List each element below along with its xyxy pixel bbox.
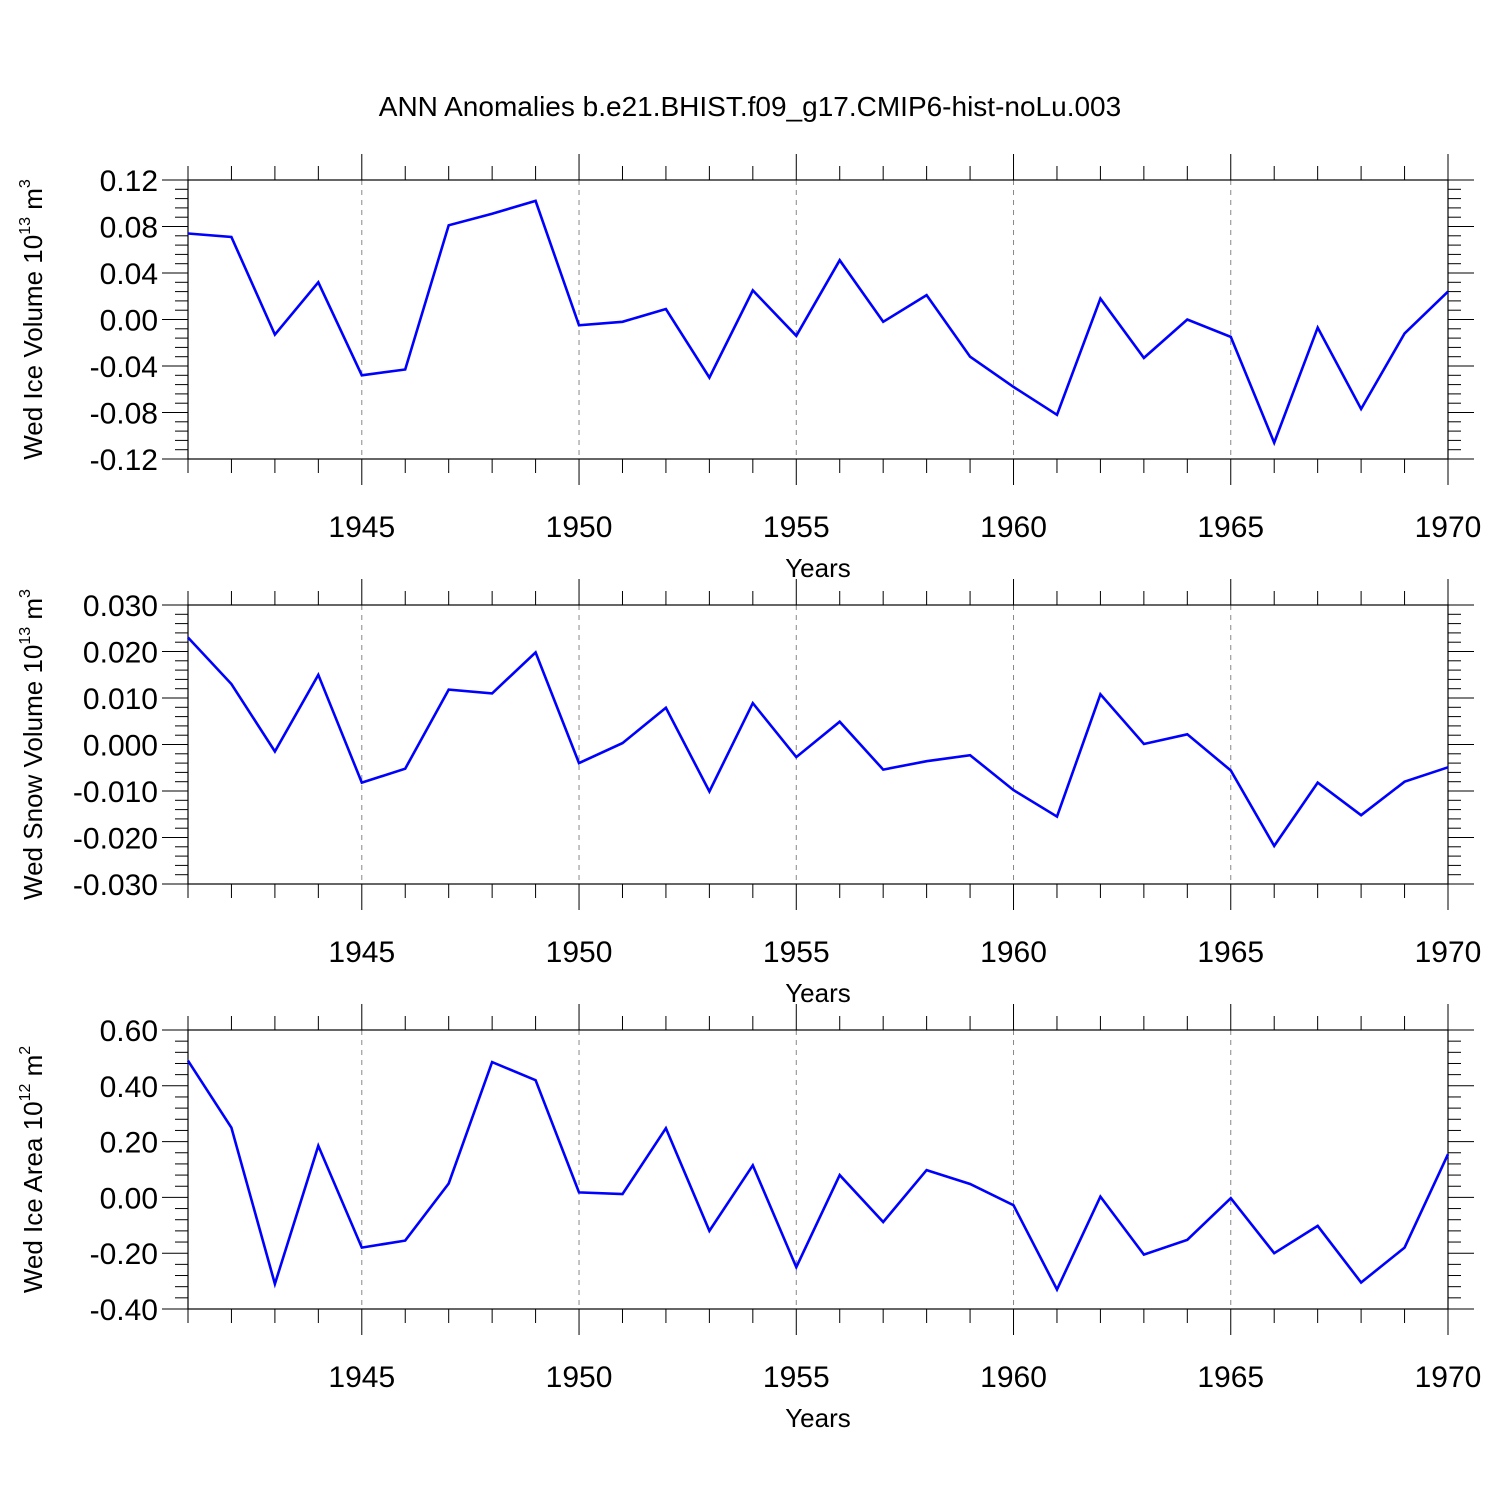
plot-frame (187, 604, 1449, 885)
x-tick-label: 1955 (763, 936, 830, 969)
y-tick-label: 0.020 (83, 637, 158, 670)
series-line (186, 1059, 1450, 1293)
y-tick-label: -0.12 (90, 444, 158, 477)
y-tick-label: -0.20 (90, 1238, 158, 1271)
y-tick-label: -0.40 (90, 1294, 158, 1327)
x-tick-label: 1970 (1415, 1361, 1482, 1394)
y-tick-label: -0.010 (73, 776, 158, 809)
x-tick-label: 1965 (1197, 511, 1264, 544)
panels-group: 0.12 0.08 0.04 0.00 -0.04 -0.08 -0.12 1945 1950 1… (17, 154, 1481, 1433)
x-tick-label: 1960 (980, 936, 1047, 969)
x-tick-label: 1955 (763, 511, 830, 544)
x-tick-label: 1965 (1197, 936, 1264, 969)
y-axis-label: Wed Snow Volume 1013 m3 (17, 589, 48, 900)
chart-panel-1: 0.12 0.08 0.04 0.00 -0.04 -0.08 -0.12 1945 1950 1… (17, 154, 1481, 583)
y-tick-label: 0.20 (100, 1127, 158, 1160)
x-tick-label: 1970 (1415, 511, 1482, 544)
y-axis-label-part: m (18, 598, 48, 627)
x-tick-label: 1945 (328, 511, 395, 544)
y-tick-label: 0.08 (100, 212, 158, 245)
y-tick-label: 0.030 (83, 590, 158, 623)
x-tick-label: 1950 (546, 1361, 613, 1394)
y-tick-label: -0.04 (90, 351, 158, 384)
y-tick-label: 0.010 (83, 683, 158, 716)
x-tick-label: 1960 (980, 511, 1047, 544)
y-axis-label-superscript: 13 (17, 217, 34, 235)
x-axis-label: Years (785, 553, 851, 583)
y-tick-label: 0.40 (100, 1071, 158, 1104)
x-tick-label: 1945 (328, 1361, 395, 1394)
y-tick-label: 0.60 (100, 1015, 158, 1048)
y-tick-label: 0.04 (100, 258, 158, 291)
y-axis-label-part: m (18, 1055, 48, 1084)
y-axis-label: Wed Ice Area 1012 m2 (17, 1046, 48, 1293)
x-tick-label: 1965 (1197, 1361, 1264, 1394)
y-axis-label-part: Wed Ice Area 10 (18, 1101, 48, 1293)
plot-frame (187, 1029, 1449, 1310)
x-tick-label: 1970 (1415, 936, 1482, 969)
x-axis-label: Years (785, 1403, 851, 1433)
y-tick-label: 0.00 (100, 305, 158, 338)
x-tick-label: 1960 (980, 1361, 1047, 1394)
y-axis-label-part: m (18, 188, 48, 217)
series-line (187, 199, 1449, 447)
figure-title: ANN Anomalies b.e21.BHIST.f09_g17.CMIP6-… (379, 91, 1121, 122)
chart-panel-3: 0.60 0.40 0.20 0.00 -0.20 -0.40 1945 1950 1955 19… (17, 1004, 1481, 1433)
x-tick-label: 1950 (546, 936, 613, 969)
chart-panel-2: 0.030 0.020 0.010 0.000 -0.010 -0.020 -0.030 19… (17, 579, 1481, 1008)
y-tick-label: 0.00 (100, 1182, 158, 1215)
y-axis-label-superscript: 13 (17, 627, 34, 645)
y-tick-label: 0.000 (83, 730, 158, 763)
x-tick-label: 1945 (328, 936, 395, 969)
y-axis-label-superscript: 12 (17, 1084, 34, 1102)
x-tick-label: 1950 (546, 511, 613, 544)
y-axis-label-part: Wed Snow Volume 10 (18, 645, 48, 900)
x-tick-label: 1955 (763, 1361, 830, 1394)
x-axis-label: Years (785, 978, 851, 1008)
y-axis-label-superscript: 3 (17, 179, 34, 188)
y-axis-label: Wed Ice Volume 1013 m3 (17, 179, 48, 460)
plot-frame (187, 179, 1449, 460)
y-tick-label: -0.08 (90, 398, 158, 431)
y-axis-label-part: Wed Ice Volume 10 (18, 235, 48, 460)
y-axis-label-superscript: 2 (17, 1046, 34, 1055)
y-tick-label: 0.12 (100, 165, 158, 198)
series-line (187, 636, 1449, 849)
y-tick-label: -0.030 (73, 869, 158, 902)
y-axis-label-superscript: 3 (17, 589, 34, 598)
y-tick-label: -0.020 (73, 823, 158, 856)
